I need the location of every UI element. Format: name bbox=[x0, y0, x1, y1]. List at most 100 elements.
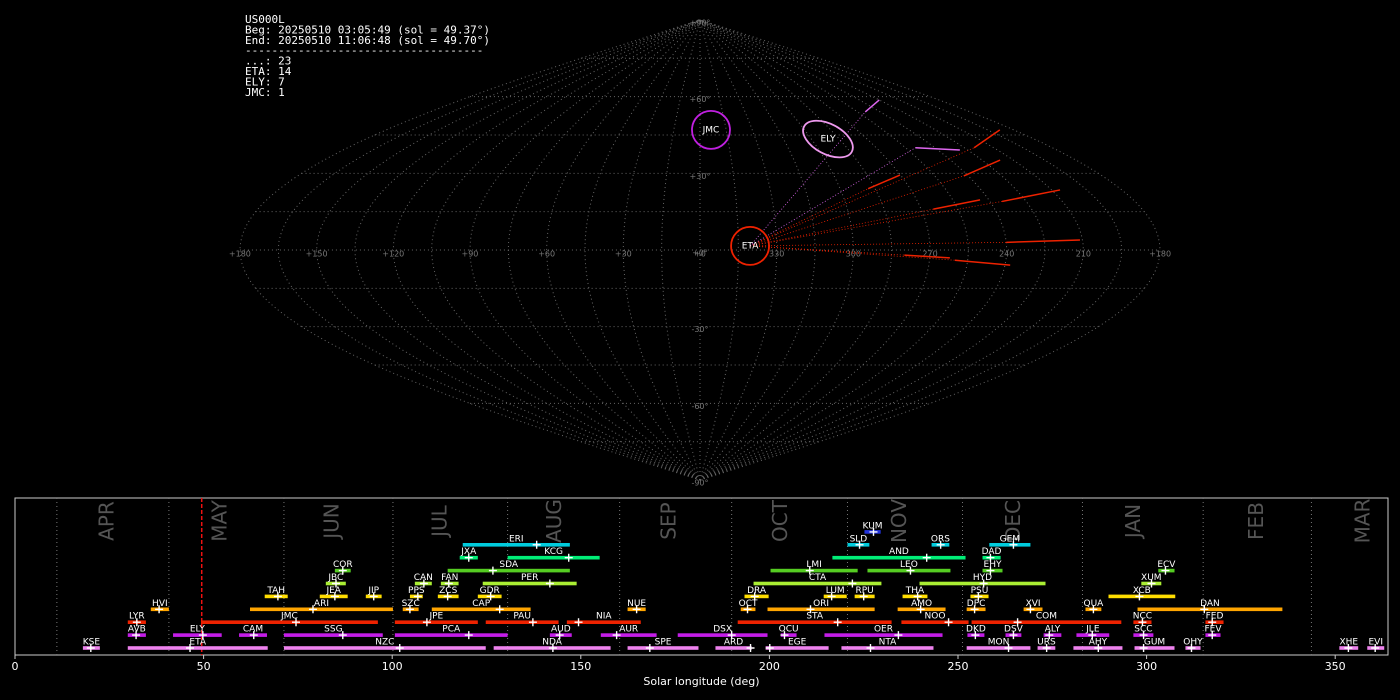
peak-marker bbox=[495, 605, 504, 614]
shower-label: CTA bbox=[809, 573, 827, 583]
shower-bar bbox=[394, 620, 478, 624]
shower-label: SDA bbox=[499, 560, 518, 570]
trail-extension bbox=[749, 147, 975, 247]
peak-marker bbox=[1009, 540, 1018, 549]
peak-marker bbox=[405, 605, 414, 614]
peak-marker bbox=[727, 631, 736, 640]
meteor-trail bbox=[1001, 189, 1061, 203]
shower-label: CAN bbox=[414, 573, 433, 583]
meridian bbox=[354, 19, 701, 481]
shower-label: AUD bbox=[551, 625, 571, 635]
shower-label: KUM bbox=[863, 521, 883, 531]
peak-marker bbox=[1004, 644, 1013, 652]
shower-label: SCC bbox=[1134, 625, 1152, 635]
shower-label: JBC bbox=[327, 573, 343, 583]
trail-extension bbox=[749, 188, 869, 247]
shower-label: JEA bbox=[325, 586, 341, 596]
month-label: JAN bbox=[1121, 504, 1145, 540]
meridian bbox=[699, 19, 778, 481]
shower-bar bbox=[394, 633, 508, 637]
lat-tick-label: -30° bbox=[691, 325, 708, 334]
shower-label: JLE bbox=[1085, 625, 1100, 635]
header-line: ELY: 7 bbox=[245, 75, 285, 88]
peak-marker bbox=[859, 592, 868, 601]
peak-marker bbox=[1013, 618, 1022, 627]
month-label: JUL bbox=[427, 504, 451, 539]
radiant-circle bbox=[691, 109, 731, 150]
peak-marker bbox=[308, 605, 317, 614]
lat-tick-label: +30° bbox=[690, 172, 711, 181]
shower-label: SLD bbox=[850, 534, 868, 544]
peak-marker bbox=[1094, 644, 1103, 652]
meteor-trail bbox=[973, 129, 1001, 149]
peak-marker bbox=[894, 631, 903, 640]
trail-extension bbox=[750, 201, 1003, 247]
month-label: AUG bbox=[542, 499, 566, 543]
lon-tick-label: 270 bbox=[922, 250, 937, 259]
shower-label: GUM bbox=[1144, 638, 1165, 648]
shower-label: STA bbox=[806, 612, 824, 622]
header-line: ETA: 14 bbox=[245, 65, 292, 78]
meteor-trail bbox=[933, 199, 981, 210]
shower-bar bbox=[485, 620, 559, 624]
shower-label: SZC bbox=[402, 599, 420, 609]
shower-label: ORS bbox=[931, 534, 950, 544]
peak-marker bbox=[750, 592, 759, 601]
peak-marker bbox=[488, 566, 497, 575]
shower-bar bbox=[600, 633, 657, 637]
meridian bbox=[699, 19, 931, 481]
month-label: MAY bbox=[207, 499, 231, 541]
shower-label: NOO bbox=[925, 612, 946, 622]
lon-tick-label: +120 bbox=[382, 250, 404, 259]
shower-label: COR bbox=[333, 560, 353, 570]
meteor-trail bbox=[904, 254, 950, 259]
shower-label: ARD bbox=[724, 638, 743, 648]
shower-bar bbox=[462, 543, 570, 547]
shower-bar bbox=[832, 555, 966, 560]
header-line: Beg: 20250510 03:05:49 (sol = 49.37°) bbox=[245, 23, 490, 36]
shower-bar bbox=[431, 607, 531, 612]
peak-marker bbox=[132, 631, 141, 640]
shower-label: LUM bbox=[826, 586, 845, 596]
shower-bar bbox=[770, 568, 858, 573]
peak-marker bbox=[528, 618, 537, 627]
lon-tick-label: 300 bbox=[846, 250, 861, 259]
peak-marker bbox=[1208, 618, 1217, 627]
shower-bar bbox=[737, 620, 892, 624]
shower-bar bbox=[482, 581, 577, 586]
peak-marker bbox=[1089, 605, 1098, 614]
peak-marker bbox=[1200, 605, 1209, 614]
meridian bbox=[546, 19, 701, 481]
lon-tick-label: +150 bbox=[306, 250, 328, 259]
meridian bbox=[661, 19, 701, 481]
peak-marker bbox=[780, 631, 789, 640]
shower-label: ECV bbox=[1157, 560, 1176, 570]
shower-bar bbox=[824, 633, 943, 637]
peak-marker bbox=[1139, 631, 1148, 640]
peak-marker bbox=[986, 566, 995, 575]
shower-label: PAU bbox=[513, 612, 531, 622]
month-label: SEP bbox=[656, 502, 680, 539]
lon-tick-label: +60 bbox=[538, 250, 555, 259]
x-tick-label: 150 bbox=[570, 660, 591, 673]
shower-bar bbox=[901, 620, 969, 624]
shower-label: OCU bbox=[779, 625, 799, 635]
shower-label: SSG bbox=[324, 625, 342, 635]
trail-extension bbox=[749, 147, 916, 247]
peak-marker bbox=[186, 644, 195, 652]
shower-label: NCC bbox=[1133, 612, 1152, 622]
shower-label: KSE bbox=[83, 638, 101, 648]
shower-bar bbox=[966, 646, 1031, 650]
shower-label: DAN bbox=[1200, 599, 1220, 609]
shower-label: DSX bbox=[713, 625, 732, 635]
peak-marker bbox=[464, 631, 473, 640]
lat-tick-label: -90° bbox=[691, 479, 708, 488]
shower-bar bbox=[767, 607, 875, 612]
shower-label: FAN bbox=[441, 573, 458, 583]
shower-label: LEO bbox=[900, 560, 918, 570]
shower-label: FEV bbox=[1204, 625, 1222, 635]
peak-marker bbox=[86, 644, 95, 652]
meridian bbox=[699, 19, 739, 481]
peak-marker bbox=[866, 644, 875, 652]
radiant-circle bbox=[730, 226, 770, 266]
